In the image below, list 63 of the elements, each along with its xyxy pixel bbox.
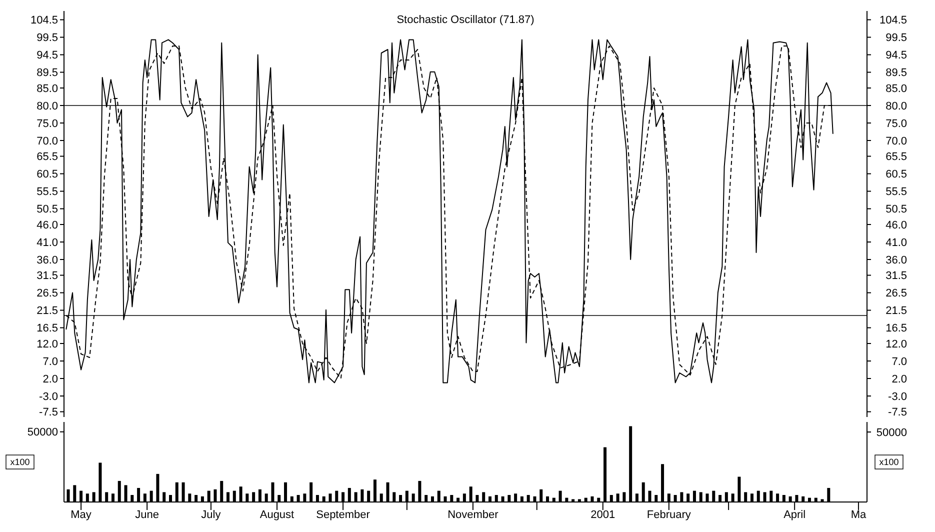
y-tick-label: 85.0 — [36, 82, 58, 95]
y-tick-label: 99.5 — [36, 32, 58, 44]
y2-tick-label: 50.5 — [886, 204, 907, 216]
y-tick-label: -3.0 — [39, 390, 58, 403]
y-tick-label: 16.5 — [36, 322, 58, 335]
y-axis-title: x100 — [10, 457, 30, 468]
x-tick-label: April — [784, 509, 806, 521]
y-tick-label: 36.0 — [36, 254, 58, 266]
x-tick-label: August — [260, 509, 294, 521]
y2-tick-label: -7.5 — [888, 406, 907, 419]
y-tick-label: 80.0 — [36, 100, 58, 112]
y2-tick-label: 60.5 — [886, 168, 907, 181]
y2-tick-label: 80.0 — [886, 100, 907, 112]
y-tick-label: 46.0 — [36, 219, 58, 232]
y-tick-label: 104.5 — [30, 14, 58, 27]
x-tick-label: July — [201, 509, 222, 521]
y-tick-label: 94.5 — [36, 50, 58, 62]
y2-tick-label: 7.0 — [892, 356, 907, 368]
y-tick-label: 50.5 — [36, 204, 58, 216]
y2-tick-label: 94.5 — [886, 50, 907, 62]
y2-tick-label: 104.5 — [879, 14, 907, 27]
y-tick-label: 70.0 — [36, 135, 58, 148]
chart-title: Stochastic Oscillator (71.87) — [396, 14, 534, 26]
y-tick-label: 41.0 — [36, 236, 58, 249]
y-tick-label: 2.0 — [42, 373, 58, 386]
y-tick-label: 7.0 — [42, 356, 58, 368]
y-tick-label: 26.5 — [36, 288, 58, 300]
y-tick-label: 12.0 — [36, 338, 58, 350]
y2-tick-label: 75.0 — [886, 118, 907, 130]
x-tick-label: May — [70, 509, 92, 521]
y2-tick-label: 16.5 — [886, 322, 907, 335]
y-tick-label: 31.5 — [36, 270, 58, 282]
x-tick-label: June — [135, 509, 159, 521]
y2-tick-label: 46.0 — [886, 219, 907, 232]
y2-tick-label: 12.0 — [886, 338, 907, 350]
y2-tick-label: 89.5 — [886, 67, 907, 80]
y-tick-label: 75.0 — [36, 118, 58, 130]
y-tick-label: 50000 — [27, 426, 58, 439]
y-tick-label: 65.5 — [36, 151, 58, 164]
y-tick-label: -7.5 — [39, 406, 58, 419]
y2-tick-label: 70.0 — [886, 135, 907, 148]
x-tick-label: February — [646, 509, 692, 521]
y2-tick-label: 21.5 — [886, 305, 907, 318]
y2-tick-label: 2.0 — [892, 373, 907, 386]
x-tick-label: September — [316, 509, 370, 521]
x-tick-label: 2001 — [590, 509, 616, 521]
y-tick-label: 55.5 — [36, 186, 58, 198]
y2-tick-label: 26.5 — [886, 288, 907, 300]
y2-tick-label: 31.5 — [886, 270, 907, 282]
y2-tick-label: -3.0 — [888, 390, 907, 403]
y-tick-label: 21.5 — [36, 305, 58, 318]
x-tick-label: November — [448, 509, 499, 521]
y2-tick-label: 36.0 — [886, 254, 907, 266]
text: 50000 — [876, 426, 907, 439]
y-tick-label: 89.5 — [36, 67, 58, 80]
y-tick-label: 60.5 — [36, 168, 58, 181]
y2-tick-label: 99.5 — [886, 32, 907, 44]
y2-tick-label: 85.0 — [886, 82, 907, 95]
y2-tick-label: 41.0 — [886, 236, 907, 249]
y2-axis-title: x100 — [879, 457, 899, 468]
y2-tick-label: 65.5 — [886, 151, 907, 164]
y2-tick-label: 55.5 — [886, 186, 907, 198]
x-tick-label: Ma — [850, 509, 868, 521]
